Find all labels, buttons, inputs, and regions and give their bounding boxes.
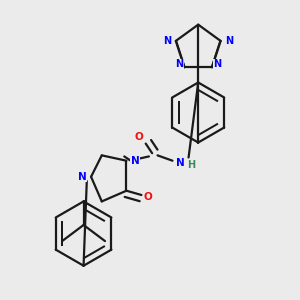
Text: H: H [187,160,195,170]
Text: N: N [163,36,171,46]
Text: N: N [176,158,184,168]
Text: N: N [213,59,221,69]
Text: N: N [78,172,87,182]
Text: O: O [135,132,144,142]
Text: N: N [130,156,140,166]
Text: O: O [143,192,152,202]
Text: N: N [175,59,183,69]
Text: N: N [225,36,233,46]
